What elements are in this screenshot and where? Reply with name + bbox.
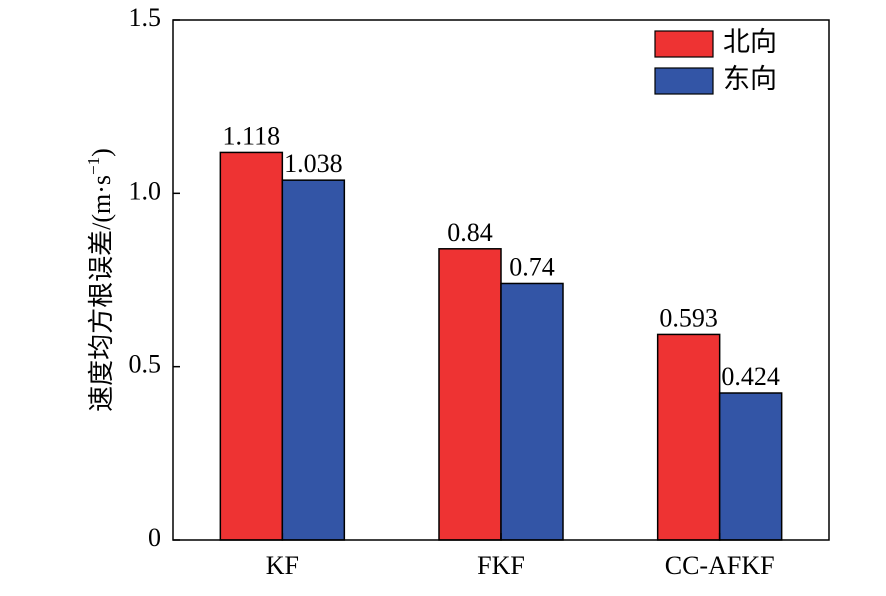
- y-tick-label: 0: [148, 523, 161, 552]
- legend-swatch-series-1: [654, 30, 714, 58]
- x-tick-label-kf: KF: [266, 551, 299, 580]
- bars-layer: [219, 151, 783, 541]
- bar-kf-series-2: [281, 179, 346, 541]
- data-label-kf-series-1: 1.118: [223, 121, 281, 150]
- data-label-fkf-series-1: 0.84: [447, 218, 493, 247]
- x-tick-label-cc-afkf: CC-AFKF: [665, 551, 775, 580]
- y-axis-label-close: ): [87, 148, 116, 157]
- data-label-fkf-series-2: 0.74: [509, 252, 555, 281]
- x-tick-label-fkf: FKF: [477, 551, 525, 580]
- y-axis-label-main: 速度均方根误差/(m·s: [87, 175, 116, 412]
- legend-label-series-2: 东向: [723, 64, 777, 94]
- legend-swatch-series-2: [654, 67, 714, 95]
- bar-cc-afkf-series-2: [718, 392, 783, 541]
- bar-fkf-series-2: [500, 282, 564, 541]
- data-label-cc-afkf-series-2: 0.424: [721, 362, 780, 391]
- data-label-cc-afkf-series-1: 0.593: [659, 303, 718, 332]
- y-tick-label: 1.0: [129, 176, 162, 205]
- legend-label-series-1: 北向: [723, 27, 777, 57]
- axes: 0 0.5 1.0 1.5 KF FKF CC-AFKF: [129, 3, 830, 580]
- data-label-kf-series-2: 1.038: [284, 149, 343, 178]
- y-tick-label: 0.5: [129, 350, 162, 379]
- bar-fkf-series-1: [438, 248, 502, 541]
- bar-kf-series-1: [219, 151, 284, 541]
- y-tick-label: 1.5: [129, 3, 162, 32]
- y-axis-label-superscript: −1: [84, 157, 103, 175]
- y-axis-label: 速度均方根误差/(m·s−1): [84, 148, 116, 412]
- bar-cc-afkf-series-1: [656, 333, 721, 541]
